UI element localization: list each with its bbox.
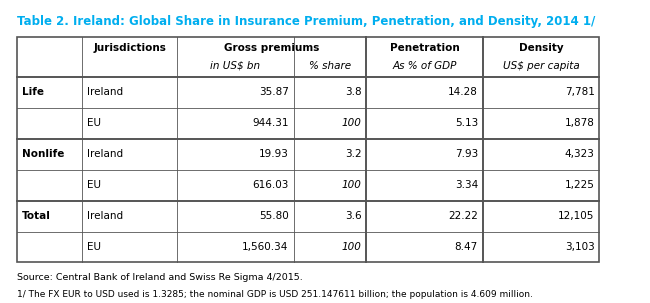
Text: EU: EU	[87, 242, 101, 252]
Text: 7,781: 7,781	[565, 87, 595, 97]
Text: EU: EU	[87, 118, 101, 128]
Text: 3.2: 3.2	[344, 149, 361, 159]
Text: 4,323: 4,323	[565, 149, 595, 159]
Text: Ireland: Ireland	[87, 211, 124, 221]
Text: 3.34: 3.34	[455, 180, 478, 190]
Text: Total: Total	[21, 211, 51, 221]
Text: 100: 100	[341, 242, 361, 252]
Text: Ireland: Ireland	[87, 149, 124, 159]
Text: Nonlife: Nonlife	[21, 149, 64, 159]
Text: Density: Density	[519, 43, 564, 53]
Text: Table 2. Ireland: Global Share in Insurance Premium, Penetration, and Density, 2: Table 2. Ireland: Global Share in Insura…	[17, 15, 595, 28]
Text: Jurisdictions: Jurisdictions	[93, 43, 166, 53]
Text: 100: 100	[341, 180, 361, 190]
Text: Penetration: Penetration	[390, 43, 460, 53]
Text: 55.80: 55.80	[259, 211, 289, 221]
Text: 8.47: 8.47	[455, 242, 478, 252]
Text: 12,105: 12,105	[558, 211, 595, 221]
Text: 944.31: 944.31	[252, 118, 289, 128]
Text: 100: 100	[341, 118, 361, 128]
Text: 35.87: 35.87	[259, 87, 289, 97]
Text: in US$ bn: in US$ bn	[210, 61, 260, 71]
Text: 3.6: 3.6	[344, 211, 361, 221]
Text: 616.03: 616.03	[252, 180, 289, 190]
Text: 3,103: 3,103	[565, 242, 595, 252]
Text: 22.22: 22.22	[448, 211, 478, 221]
Text: 14.28: 14.28	[448, 87, 478, 97]
Text: % share: % share	[309, 61, 351, 71]
Text: Life: Life	[21, 87, 44, 97]
Bar	[17, 37, 599, 262]
Text: 1,878: 1,878	[565, 118, 595, 128]
Text: Ireland: Ireland	[87, 87, 124, 97]
Text: EU: EU	[87, 180, 101, 190]
Text: 1,225: 1,225	[565, 180, 595, 190]
Text: 3.8: 3.8	[344, 87, 361, 97]
Text: 19.93: 19.93	[259, 149, 289, 159]
Text: 1/ The FX EUR to USD used is 1.3285; the nominal GDP is USD 251.147611 billion; : 1/ The FX EUR to USD used is 1.3285; the…	[17, 290, 532, 299]
Text: 7.93: 7.93	[455, 149, 478, 159]
Text: Gross premiums: Gross premiums	[224, 43, 319, 53]
Text: As % of GDP: As % of GDP	[393, 61, 457, 71]
Text: Source: Central Bank of Ireland and Swiss Re Sigma 4/2015.: Source: Central Bank of Ireland and Swis…	[17, 273, 302, 282]
Text: US$ per capita: US$ per capita	[503, 61, 580, 71]
Text: 1,560.34: 1,560.34	[242, 242, 289, 252]
Text: 5.13: 5.13	[455, 118, 478, 128]
